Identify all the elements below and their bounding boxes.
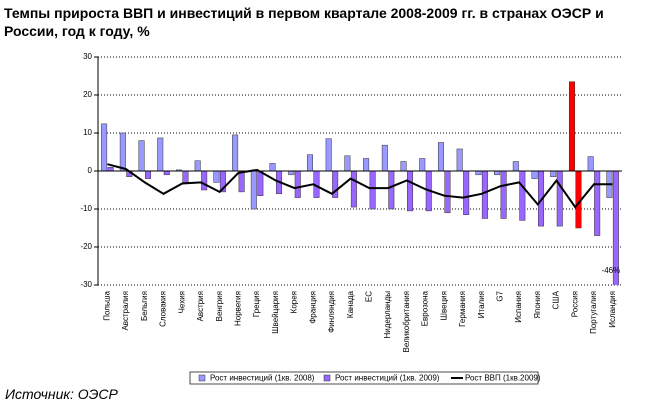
- x-tick-label: Италия: [477, 291, 486, 318]
- bar: [388, 170, 395, 210]
- legend-swatch: [323, 374, 331, 382]
- bar: [463, 170, 470, 215]
- y-tick-label: 30: [83, 52, 92, 61]
- x-tick-label: Нидерланды: [383, 291, 392, 339]
- bar: [294, 170, 301, 198]
- y-tick-label: 0: [88, 166, 93, 175]
- bar: [119, 132, 126, 172]
- bar: [182, 170, 189, 183]
- legend-swatch: [198, 374, 206, 382]
- x-tick-label: Австрия: [196, 291, 205, 321]
- bar: [419, 158, 426, 172]
- x-tick-label: G7: [495, 290, 504, 301]
- bar: [568, 81, 575, 172]
- bar: [213, 170, 220, 183]
- bar: [481, 170, 488, 219]
- bar: [381, 144, 388, 172]
- source: Источник: ОЭСР: [5, 386, 118, 402]
- bar: [531, 170, 538, 179]
- bar: [269, 163, 276, 172]
- bar: [556, 170, 563, 227]
- bar: [306, 154, 313, 172]
- y-tick-label: -20: [80, 242, 92, 251]
- bar: [257, 170, 264, 196]
- x-tick-label: ЕС: [364, 291, 373, 302]
- y-tick-label: 20: [83, 90, 92, 99]
- line: [107, 163, 613, 209]
- bar: [101, 123, 108, 172]
- bar: [232, 134, 239, 172]
- bar: [369, 170, 376, 210]
- bar: [500, 170, 507, 219]
- bar: [512, 161, 519, 172]
- legend-label: Рост ВВП (1кв.2009): [465, 374, 541, 383]
- bar: [407, 170, 414, 212]
- bar: [587, 156, 594, 172]
- x-tick-label: Франция: [308, 291, 317, 324]
- y-tick-label: -10: [80, 204, 92, 213]
- bar: [138, 140, 145, 172]
- x-tick-label: Швейцария: [271, 291, 280, 334]
- legend-box: [189, 371, 539, 385]
- bar: [163, 170, 170, 176]
- bar: [238, 170, 245, 193]
- legend-label: Рост инвестиций (1кв. 2009): [335, 374, 440, 383]
- bar: [437, 142, 444, 172]
- x-tick-label: Еврозона: [421, 290, 430, 326]
- x-tick-label: Венгрия: [215, 291, 224, 321]
- x-tick-label: Австралия: [121, 291, 130, 331]
- bar: [444, 170, 451, 214]
- x-tick-label: Бельгия: [140, 291, 149, 321]
- bar: [519, 170, 526, 221]
- bar: [363, 158, 370, 172]
- x-tick-label: Великобритания: [402, 291, 411, 352]
- y-tick-label: -30: [80, 280, 92, 289]
- x-tick-label: Япония: [533, 291, 542, 319]
- x-tick-label: Россия: [570, 291, 579, 317]
- x-tick-label: Канада: [346, 290, 355, 318]
- y-tick-label: 10: [83, 128, 92, 137]
- x-tick-label: Чехия: [177, 291, 186, 313]
- x-tick-label: Исландия: [608, 291, 617, 328]
- value-label: -46%: [602, 266, 621, 275]
- bar: [594, 170, 601, 236]
- x-tick-label: Корея: [290, 291, 299, 313]
- bar: [201, 170, 208, 191]
- bar: [350, 170, 357, 208]
- x-tick-label: Германия: [458, 291, 467, 327]
- x-tick-label: Норвегия: [233, 291, 242, 326]
- bar: [456, 148, 463, 172]
- bar: [494, 170, 501, 176]
- x-tick-label: Польша: [102, 290, 111, 320]
- bar: [250, 170, 257, 210]
- x-tick-label: Греция: [252, 291, 261, 317]
- bar: [288, 170, 295, 176]
- bar: [344, 155, 351, 172]
- x-tick-label: Словакия: [159, 291, 168, 327]
- x-tick-label: США: [552, 290, 561, 309]
- bar: [194, 160, 201, 172]
- x-tick-label: Швеция: [439, 291, 448, 320]
- bar: [145, 170, 152, 179]
- bar: [550, 170, 557, 177]
- bar: [325, 138, 332, 172]
- x-tick-label: Испания: [514, 291, 523, 323]
- bar: [400, 161, 407, 172]
- bar: [157, 137, 164, 172]
- plot: [101, 81, 619, 285]
- bar: [107, 166, 114, 172]
- bar: [475, 170, 482, 176]
- x-tick-label: Финляндия: [327, 291, 336, 333]
- legend-label: Рост инвестиций (1кв. 2008): [210, 374, 315, 383]
- chart-title: Темпы прироста ВВП и инвестиций в первом…: [4, 5, 604, 39]
- x-tick-label: Португалия: [589, 291, 598, 334]
